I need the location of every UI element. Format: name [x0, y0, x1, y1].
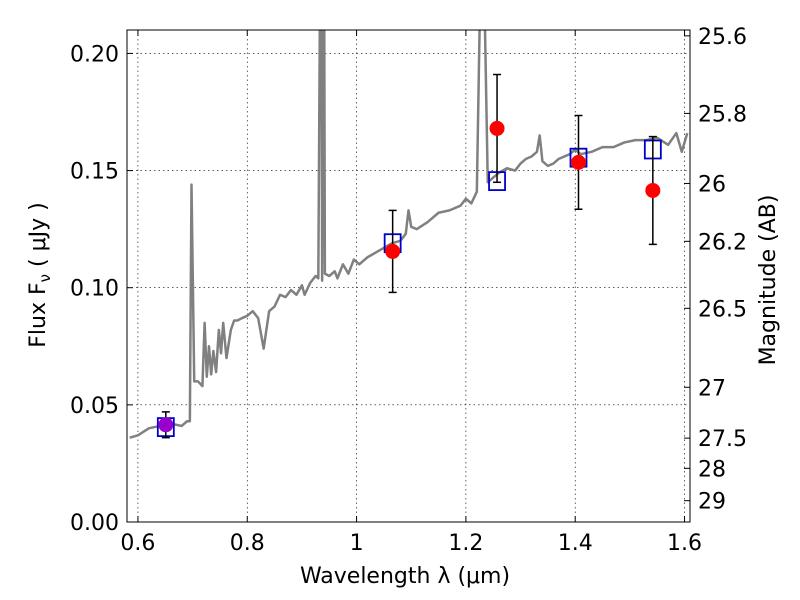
- right-tick-label: 26.2: [698, 230, 747, 255]
- x-tick-label: 0.6: [120, 531, 155, 556]
- plot-frame: [126, 29, 691, 523]
- y-axis-label-main: Flux F: [26, 282, 51, 347]
- tick-labels: 0.6 0.8 1 1.2 1.4 1.6 0.00 0.05 0.10 0.15 0.20 25.6…: [70, 25, 747, 556]
- y-axis-label-sub: ν: [36, 274, 54, 282]
- y-axis-label-unit: ( μJy ): [26, 202, 51, 274]
- observed-point: [570, 154, 586, 170]
- observed-point: [158, 417, 174, 433]
- y-tick-label: 0.05: [70, 394, 119, 419]
- x-axis-label: Wavelength λ (μm): [300, 564, 510, 589]
- observed-point: [385, 243, 401, 259]
- right-tick-label: 25.8: [698, 102, 747, 127]
- photometry-markers: [156, 73, 662, 439]
- right-tick-label: 27.5: [698, 427, 747, 452]
- right-tick-label: 26.5: [698, 297, 747, 322]
- right-tick-label: 27: [698, 376, 726, 401]
- observed-point: [645, 182, 661, 198]
- x-tick-label: 1.4: [558, 531, 593, 556]
- x-tick-label: 1: [350, 531, 364, 556]
- y-tick-label: 0.20: [70, 42, 119, 67]
- right-axis-label: Magnitude (AB): [756, 195, 781, 366]
- axis-ticks: [127, 30, 690, 523]
- x-tick-label: 1.6: [667, 531, 702, 556]
- right-tick-label: 28: [698, 457, 726, 482]
- y-axis-label: Flux Fν ( μJy ): [26, 202, 54, 347]
- x-tick-label: 1.2: [448, 531, 483, 556]
- y-tick-label: 0.00: [70, 511, 119, 536]
- grid-lines: [127, 30, 690, 523]
- spectrum-series: [129, 30, 689, 439]
- right-tick-label: 29: [698, 490, 726, 515]
- right-tick-label: 25.6: [698, 25, 747, 50]
- right-tick-label: 26: [698, 172, 726, 197]
- x-tick-label: 0.8: [230, 531, 265, 556]
- observed-point: [489, 120, 505, 136]
- y-tick-label: 0.15: [70, 160, 119, 185]
- y-tick-label: 0.10: [70, 277, 119, 302]
- spectrum-line: [129, 30, 689, 439]
